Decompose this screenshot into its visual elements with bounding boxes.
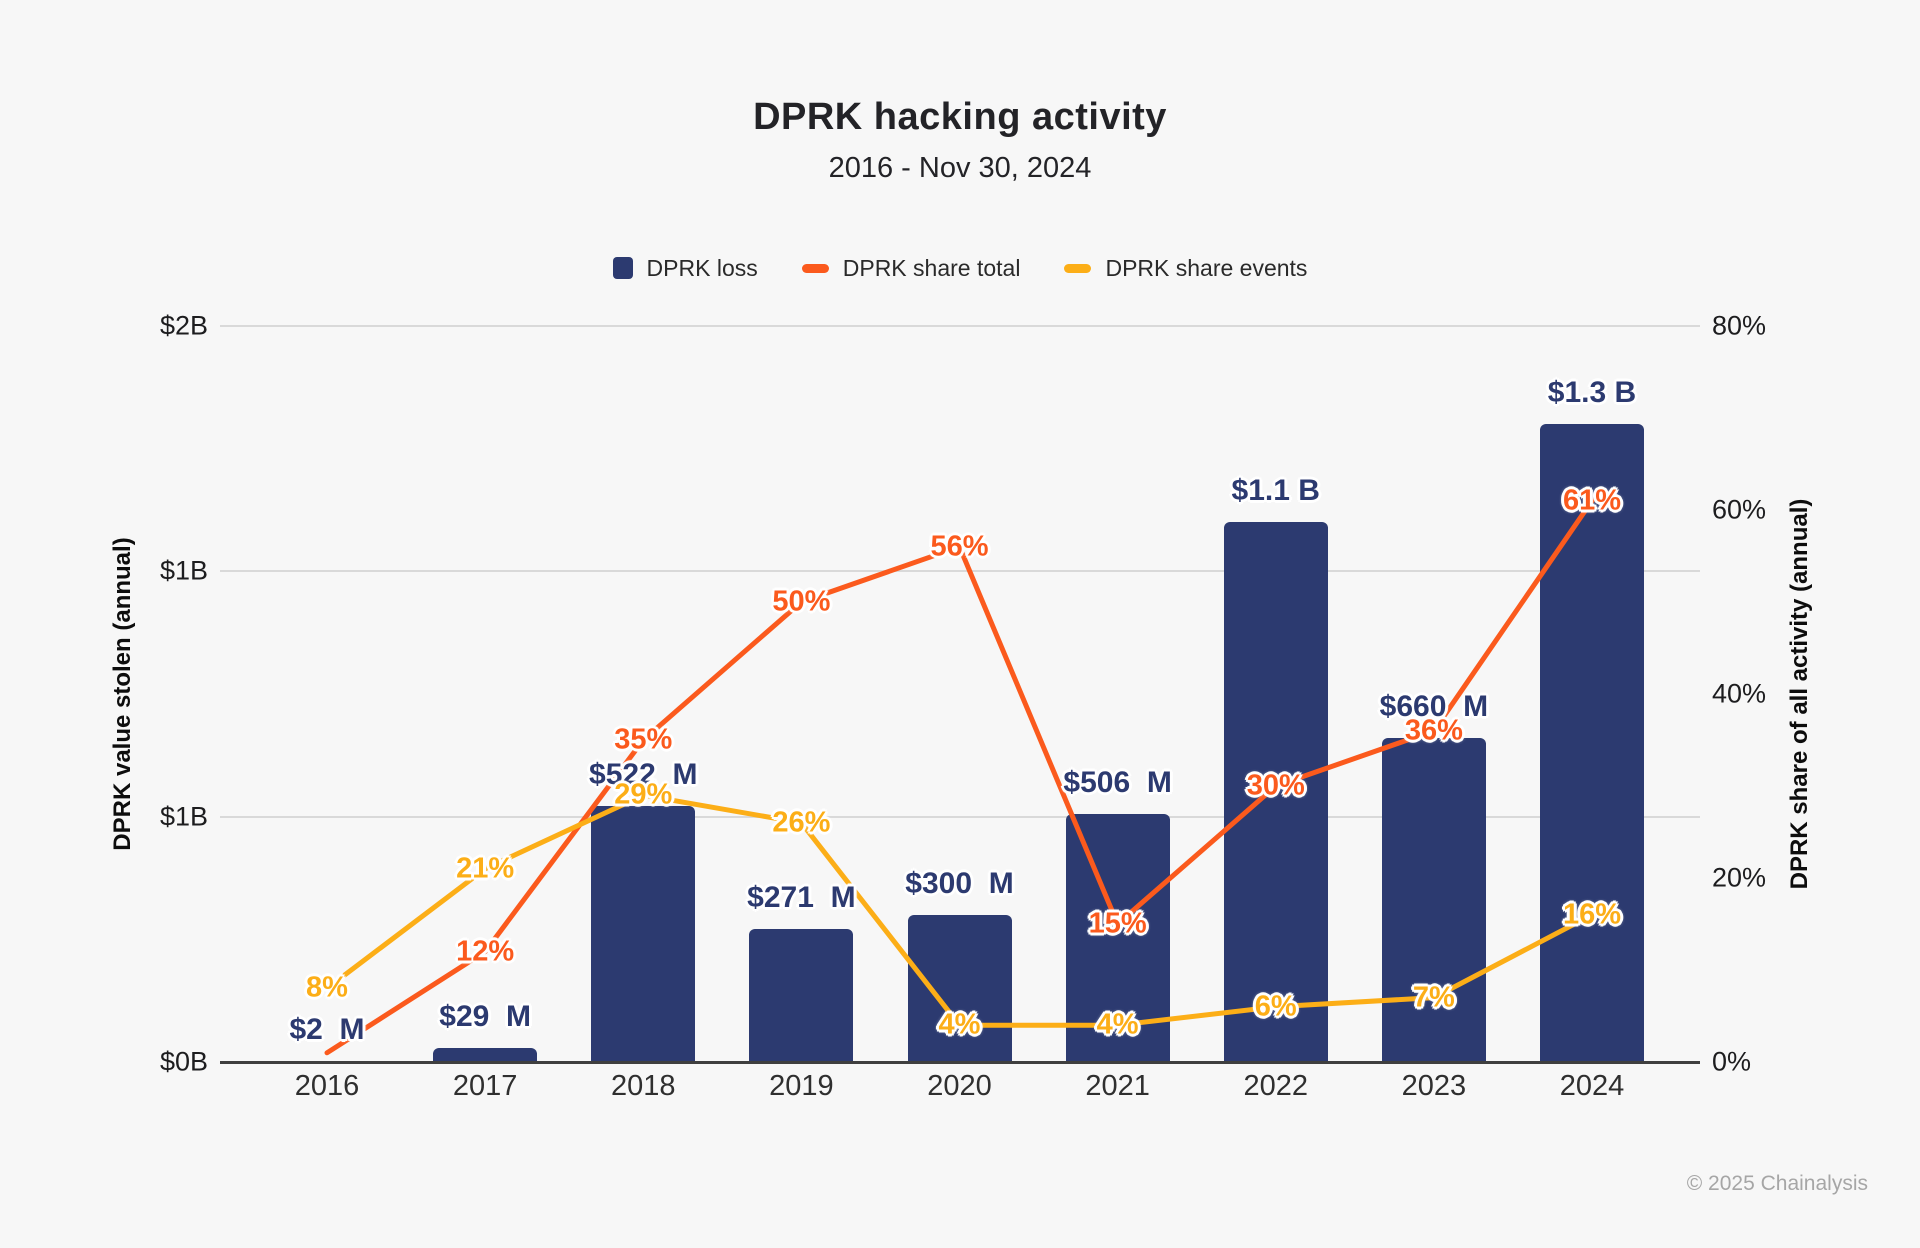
right-axis-tick: 40% [1712, 678, 1767, 709]
chart-title: DPRK hacking activity [753, 96, 1167, 138]
point-label: 36% [1404, 714, 1463, 747]
x-axis-label-2018: 2018 [610, 1070, 676, 1102]
left-axis-title: DPRK value stolen (annual) [109, 537, 136, 851]
x-axis-label-2023: 2023 [1401, 1070, 1467, 1102]
legend-label: DPRK share events [1105, 254, 1308, 281]
bar-value-label: $1.3 B [1547, 376, 1637, 410]
point-label: 4% [938, 1008, 981, 1041]
point-label: 30% [1246, 769, 1305, 802]
legend: DPRK loss DPRK share total DPRK share ev… [0, 250, 1920, 286]
point-label: 56% [930, 530, 989, 563]
x-axis-label-2017: 2017 [452, 1070, 518, 1102]
bar-2019 [749, 929, 854, 1062]
left-axis-tick: $0B [159, 1046, 208, 1077]
bar-2018 [591, 805, 696, 1062]
point-label: 50% [772, 585, 831, 618]
left-axis-tick: $2B [159, 310, 208, 341]
right-axis-tick: 80% [1712, 310, 1767, 341]
legend-label: DPRK share total [842, 254, 1021, 281]
bar-value-label: $29 M [439, 999, 531, 1033]
x-axis-label-2020: 2020 [927, 1070, 992, 1102]
bar-2024 [1540, 424, 1644, 1062]
right-axis-title: DPRK share of all activity (annual) [1786, 498, 1813, 890]
bar-value-label: $1.1 B [1231, 474, 1320, 508]
point-label: 29% [614, 778, 673, 811]
right-axis-tick: 0% [1712, 1046, 1752, 1077]
point-label: 61% [1562, 484, 1622, 517]
bar-2017 [433, 1047, 538, 1062]
bar-2022 [1223, 522, 1328, 1062]
bar-value-label: $2 M [289, 1012, 365, 1046]
x-axis-label-2021: 2021 [1085, 1070, 1150, 1102]
point-label: 6% [1254, 990, 1297, 1023]
point-label: 16% [1562, 898, 1622, 931]
x-axis-label-2024: 2024 [1559, 1070, 1625, 1102]
legend-item-dprk-share-events: DPRK share events [1064, 255, 1307, 282]
bar-value-label: $522 M [589, 757, 698, 791]
line-dprk-share-total [324, 498, 1595, 1056]
legend-item-dprk-loss: DPRK loss [612, 254, 758, 282]
bar-value-label: $660 M [1379, 690, 1489, 724]
line-swatch-icon [1064, 263, 1092, 273]
bar-swatch-icon [612, 257, 633, 279]
line-dprk-share-events [324, 792, 1595, 1028]
x-axis-label-2016: 2016 [294, 1070, 360, 1102]
right-axis-tick: 60% [1712, 494, 1767, 525]
point-label: 7% [1412, 981, 1455, 1014]
bar-value-label: $271 M [747, 881, 856, 915]
point-label: 4% [1096, 1008, 1139, 1041]
chart-subtitle: 2016 - Nov 30, 2024 [828, 152, 1092, 184]
bar-2020 [907, 914, 1012, 1062]
point-label: 8% [306, 971, 348, 1004]
gridline [220, 570, 1700, 573]
x-axis-label-2019: 2019 [769, 1070, 834, 1102]
bar-value-label: $506 M [1063, 765, 1172, 799]
left-axis-tick: $1B [159, 555, 208, 586]
x-axis-label-2022: 2022 [1243, 1070, 1308, 1102]
right-axis-tick: 20% [1712, 862, 1767, 893]
point-label: 15% [1088, 907, 1147, 940]
legend-label: DPRK loss [646, 254, 758, 281]
point-label: 26% [772, 806, 831, 839]
bar-2023 [1381, 738, 1486, 1062]
line-swatch-icon [801, 263, 829, 273]
gridline [220, 325, 1700, 327]
x-axis-line [220, 1061, 1700, 1064]
left-axis-tick: $1B [159, 801, 208, 832]
point-label: 35% [614, 723, 673, 756]
gridline [220, 815, 1700, 818]
point-label: 21% [456, 852, 515, 885]
point-label: 12% [456, 935, 515, 968]
bar-value-label: $300 M [905, 866, 1014, 900]
legend-item-dprk-share-total: DPRK share total [801, 254, 1021, 282]
copyright-notice: © 2025 Chainalysis [1686, 1172, 1868, 1195]
